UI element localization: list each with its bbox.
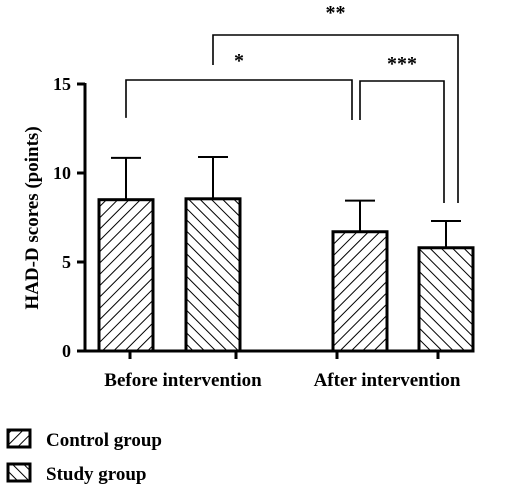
x-category-label: After intervention (314, 370, 461, 391)
y-tick-label: 10 (53, 163, 71, 183)
y-tick-label: 5 (62, 252, 71, 272)
legend: Control group Study group (6, 428, 162, 485)
legend-swatch-control (6, 428, 32, 449)
x-axis: Before intervention After intervention (83, 349, 474, 391)
legend-item-control: Control group (6, 428, 162, 451)
y-tick-label: 15 (53, 74, 71, 94)
bar (331, 230, 389, 353)
significance-label: ** (326, 2, 346, 24)
y-axis-title: HAD-D scores (points) (22, 126, 43, 309)
significance-label: * (234, 50, 244, 72)
significance-bracket (359, 80, 445, 204)
legend-swatch-study (6, 462, 32, 483)
bar (417, 246, 475, 353)
legend-label-study: Study group (46, 464, 147, 485)
y-axis: 0 5 10 15 (53, 74, 87, 361)
significance-brackets: * ***** (125, 2, 459, 204)
bar (97, 198, 155, 353)
y-tick-label: 0 (62, 341, 71, 361)
x-category-label: Before intervention (104, 370, 262, 391)
bar (184, 197, 242, 353)
significance-label: *** (387, 53, 417, 75)
bars (97, 155, 475, 353)
significance-bracket (125, 79, 353, 120)
legend-label-control: Control group (46, 430, 162, 451)
legend-item-study: Study group (6, 462, 147, 485)
significance-bracket (212, 34, 459, 204)
